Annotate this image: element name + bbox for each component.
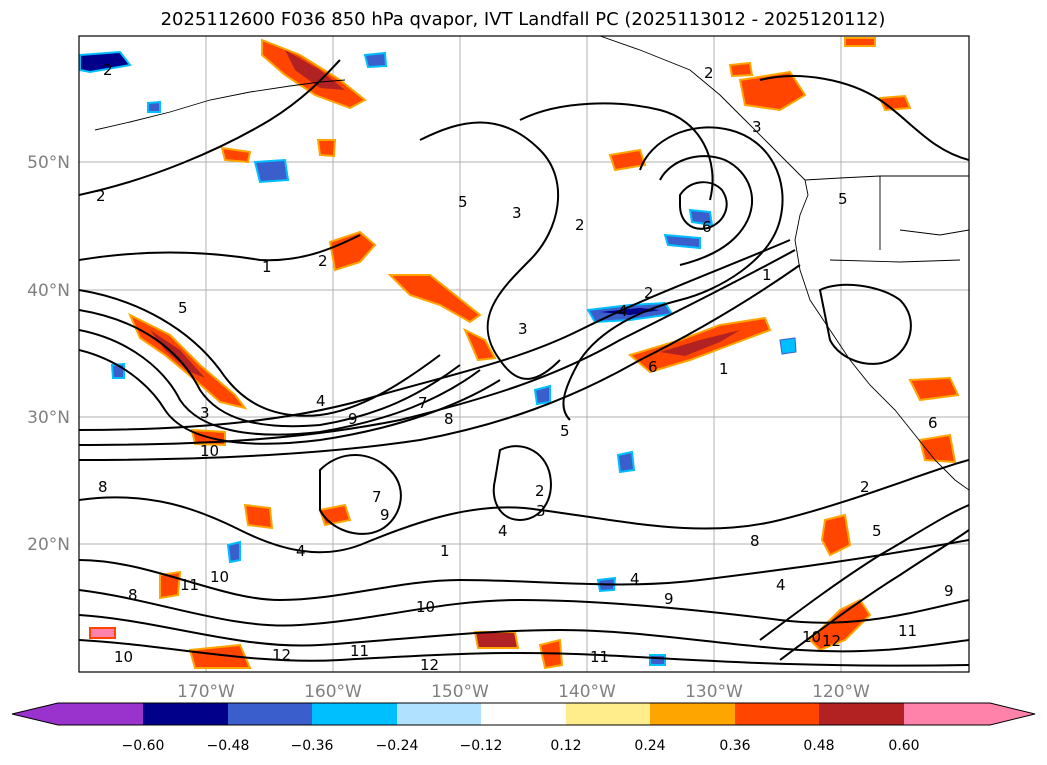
contour-label: 1 — [762, 266, 772, 284]
aleutian-islands — [94, 79, 346, 131]
colorbar-tick: 0.24 — [634, 738, 665, 754]
contour-label: 11 — [898, 622, 917, 640]
contour-labels: 2 2 1 2 5 3 2 6 2 4 3 1 1 5 3 6 9 4 7 10… — [96, 61, 954, 674]
contour-label: 5 — [872, 522, 882, 540]
contour-label: 5 — [178, 299, 188, 317]
colorbar-segment — [312, 703, 397, 725]
lat-label: 40°N — [27, 281, 70, 301]
contour-label: 9 — [348, 410, 358, 428]
longitude-labels: 170°W 160°W 150°W 140°W 130°W 120°W — [177, 682, 870, 702]
contour-label: 1 — [440, 542, 450, 560]
lon-label: 120°W — [812, 682, 870, 702]
contour-label: 6 — [928, 414, 938, 432]
contour-label: 7 — [372, 488, 382, 506]
negative-anomalies — [79, 50, 797, 666]
colorbar-segment — [397, 703, 481, 725]
contour-label: 3 — [512, 204, 522, 222]
contour-label: 12 — [420, 656, 439, 674]
contour-label: 2 — [535, 482, 545, 500]
colorbar-segment — [58, 703, 143, 725]
colorbar-tick: −0.36 — [291, 738, 334, 754]
contour-label: 6 — [702, 218, 712, 236]
colorbar-tick: 0.12 — [550, 738, 581, 754]
colorbar-tick: 0.60 — [888, 738, 919, 754]
contour-label: 10 — [114, 648, 133, 666]
figure-title: 2025112600 F036 850 hPa qvapor, IVT Land… — [161, 9, 886, 30]
colorbar-tick: −0.48 — [207, 738, 250, 754]
lat-label: 20°N — [27, 535, 70, 555]
contour-label: 9 — [944, 582, 954, 600]
contour-label: 2 — [644, 284, 654, 302]
contour-label: 12 — [822, 632, 841, 650]
lon-label: 140°W — [558, 682, 616, 702]
contour-label: 5 — [560, 422, 570, 440]
contour-label: 4 — [618, 302, 628, 320]
contour-label: 4 — [776, 576, 786, 594]
contour-label: 5 — [838, 190, 848, 208]
lon-label: 150°W — [431, 682, 489, 702]
contour-label: 7 — [418, 394, 428, 412]
colorbar-tick: −0.12 — [460, 738, 503, 754]
contour-label: 8 — [444, 410, 454, 428]
lat-label: 50°N — [27, 153, 70, 173]
lon-label: 170°W — [177, 682, 235, 702]
ivt-contours — [79, 59, 969, 667]
contour-label: 8 — [98, 478, 108, 496]
colorbar: −0.60 −0.48 −0.36 −0.24 −0.12 0.12 0.24 … — [11, 702, 1036, 754]
contour-label: 2 — [96, 187, 106, 205]
contour-label: 2 — [575, 216, 585, 234]
contour-label: 2 — [318, 252, 328, 270]
colorbar-tick: −0.60 — [122, 738, 165, 754]
contour-label: 1 — [262, 258, 272, 276]
contour-label: 9 — [380, 506, 390, 524]
contour-label: 2 — [103, 61, 113, 79]
colorbar-segment — [819, 703, 904, 725]
contour-label: 4 — [296, 542, 306, 560]
contour-label: 8 — [128, 586, 138, 604]
contour-label: 3 — [536, 502, 546, 520]
lon-label: 160°W — [304, 682, 362, 702]
contour-label: 4 — [498, 522, 508, 540]
contour-label: 12 — [272, 646, 291, 664]
colorbar-segment — [904, 703, 990, 725]
coastline — [599, 36, 969, 491]
contour-label: 3 — [200, 404, 210, 422]
colorbar-segment — [650, 703, 735, 725]
contour-label: 2 — [860, 478, 870, 496]
colorbar-extend-low — [12, 703, 58, 725]
colorbar-segment — [228, 703, 312, 725]
colorbar-segment — [566, 703, 650, 725]
lon-label: 130°W — [685, 682, 743, 702]
map-panel — [78, 35, 970, 673]
lat-label: 30°N — [27, 408, 70, 428]
contour-label: 9 — [664, 590, 674, 608]
contour-label: 1 — [719, 360, 729, 378]
colorbar-segment — [735, 703, 819, 725]
contour-label: 6 — [648, 358, 658, 376]
colorbar-tick: 0.48 — [803, 738, 834, 754]
contour-label: 8 — [750, 532, 760, 550]
contour-label: 11 — [350, 642, 369, 660]
colorbar-segment — [481, 703, 566, 725]
colorbar-segment — [143, 703, 228, 725]
contour-label: 11 — [180, 576, 199, 594]
contour-label: 10 — [416, 598, 435, 616]
contour-label: 4 — [316, 392, 326, 410]
latitude-labels: 50°N 40°N 30°N 20°N — [27, 153, 70, 555]
contour-label: 10 — [200, 442, 219, 460]
contour-label: 10 — [210, 568, 229, 586]
contour-label: 2 — [704, 64, 714, 82]
contour-label: 11 — [590, 648, 609, 666]
contour-label: 3 — [752, 118, 762, 136]
contour-label: 5 — [458, 193, 468, 211]
colorbar-tick: 0.36 — [719, 738, 750, 754]
contour-label: 10 — [802, 628, 821, 646]
contour-label: 4 — [630, 570, 640, 588]
colorbar-tick: −0.24 — [376, 738, 419, 754]
contour-label: 3 — [518, 320, 528, 338]
colorbar-extend-high — [990, 703, 1035, 725]
